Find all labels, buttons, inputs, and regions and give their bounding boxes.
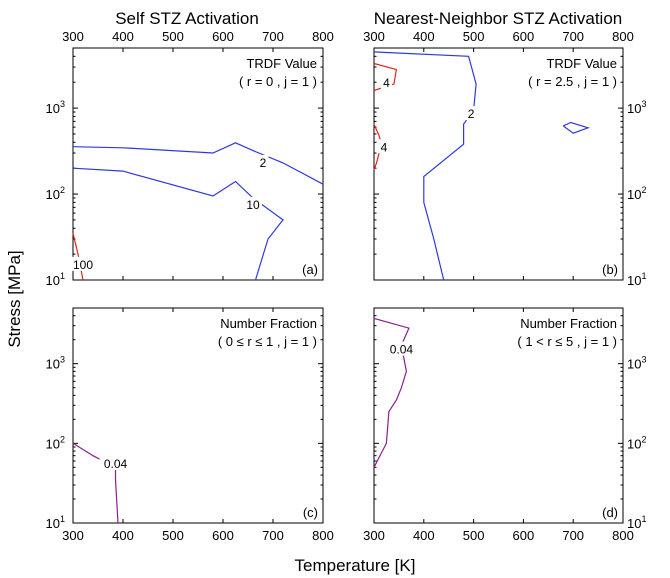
x-tick-label: 300: [62, 29, 84, 44]
panel-annotation: Number Fraction: [520, 316, 617, 331]
y-tick-label: 101: [46, 514, 65, 531]
contour-label-bg: [380, 75, 392, 90]
contour-label-bg: [244, 196, 262, 211]
x-tick-label: 600: [513, 528, 535, 543]
x-tick-label: 800: [312, 29, 334, 44]
y-tick-label: 102: [46, 185, 65, 202]
contour-label-bg: [465, 106, 477, 121]
x-tick-label: 700: [562, 29, 584, 44]
x-tick-label: 400: [112, 29, 134, 44]
panel-letter: (b): [602, 262, 618, 277]
panel-annotation: ( r = 2.5 , j = 1 ): [528, 74, 617, 89]
y-axis-label: Stress [MPa]: [5, 250, 24, 347]
contour-label-bg: [70, 256, 96, 271]
contour-label-bg: [99, 456, 132, 471]
contour-label-bg: [385, 341, 418, 356]
x-tick-label: 800: [612, 528, 634, 543]
contour-line: [72, 142, 324, 185]
panel-annotation: Number Fraction: [220, 316, 317, 331]
x-tick-label: 500: [463, 29, 485, 44]
title-left: Self STZ Activation: [115, 9, 259, 28]
contour-label: 2: [260, 156, 267, 170]
x-axis-label: Temperature [K]: [295, 556, 416, 575]
x-tick-label: 700: [262, 528, 284, 543]
x-tick-label: 300: [363, 29, 385, 44]
title-right: Nearest-Neighbor STZ Activation: [374, 9, 623, 28]
x-tick-label: 500: [463, 528, 485, 543]
x-tick-label: 700: [262, 29, 284, 44]
plot-frame: [72, 47, 324, 281]
y-tick-label: 101: [627, 271, 646, 288]
contour-label-bg: [257, 154, 269, 169]
contour-label: 10: [246, 198, 260, 212]
y-tick-label: 103: [46, 99, 65, 116]
panel-annotation: TRDF Value: [246, 56, 317, 71]
x-tick-label: 400: [112, 528, 134, 543]
contour-line: [72, 442, 119, 524]
panel-annotation: TRDF Value: [546, 56, 617, 71]
x-tick-label: 600: [212, 29, 234, 44]
y-tick-label: 101: [46, 271, 65, 288]
x-tick-label: 400: [413, 29, 435, 44]
contour-label: 0.04: [104, 457, 128, 471]
contour-label: 0.04: [390, 343, 414, 357]
y-tick-label: 101: [627, 514, 646, 531]
contour-label: 100: [73, 258, 93, 272]
panel-annotation: ( 0 ≤ r ≤ 1 , j = 1 ): [218, 334, 317, 349]
x-tick-label: 800: [312, 528, 334, 543]
panel-letter: (a): [302, 262, 318, 277]
panel-2: 300 400 500 600 700 800 101 102 103 0.04 Number Fr…: [46, 307, 334, 543]
x-tick-label: 600: [513, 29, 535, 44]
x-tick-label: 500: [162, 29, 184, 44]
plot-frame: [72, 307, 324, 524]
y-tick-label: 102: [627, 185, 646, 202]
panel-letter: (c): [303, 505, 318, 520]
y-tick-label: 102: [46, 434, 65, 451]
y-tick-label: 103: [627, 99, 646, 116]
plot-frame: [373, 307, 624, 524]
y-tick-label: 103: [627, 355, 646, 372]
contour-line: [373, 317, 410, 468]
panel-annotation: ( 1 < r ≤ 5 , j = 1 ): [517, 334, 617, 349]
x-tick-label: 600: [212, 528, 234, 543]
contour-label: 4: [383, 76, 390, 90]
x-tick-label: 700: [562, 528, 584, 543]
contour-label: 4: [381, 140, 388, 154]
x-tick-label: 400: [413, 528, 435, 543]
panel-letter: (d): [602, 505, 618, 520]
panel-1: 300 400 500 600 700 800 101 102 103 2 4 4 TRDF Value…: [363, 29, 646, 288]
contour-label: 2: [468, 107, 475, 121]
panel-annotation: ( r = 0 , j = 1 ): [239, 74, 317, 89]
x-tick-label: 300: [363, 528, 385, 543]
contour-line: [72, 167, 284, 281]
panel-0: 300 400 500 600 700 800 101 102 103 2 10 100 TRDF Va…: [46, 29, 334, 288]
contour-line: [72, 233, 84, 281]
contour-label-bg: [378, 139, 390, 154]
contour-line: [373, 51, 477, 281]
x-tick-label: 500: [162, 528, 184, 543]
x-tick-label: 300: [62, 528, 84, 543]
y-tick-label: 103: [46, 355, 65, 372]
plot-frame: [373, 47, 624, 281]
y-tick-label: 102: [627, 434, 646, 451]
contour-line: [562, 121, 590, 134]
x-tick-label: 800: [612, 29, 634, 44]
